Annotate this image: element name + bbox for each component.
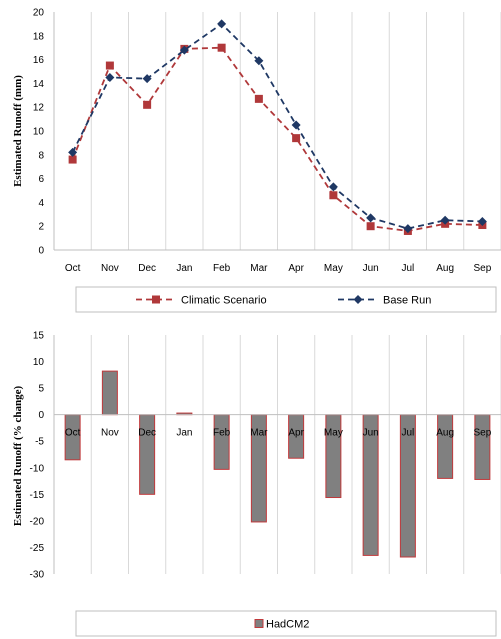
- bar-chart: Estimated Runoff (% change) -30 -25 -20 -15…: [12, 331, 501, 637]
- bar-chart-x-tick-label: Jan: [176, 428, 192, 439]
- base-run-point: [440, 215, 450, 225]
- base-run-point: [179, 45, 189, 55]
- legend-base-run-marker: [353, 295, 363, 304]
- bar-chart-x-tick-label: Jun: [363, 428, 379, 439]
- climatic-scenario-point: [143, 100, 152, 109]
- base-run-point: [254, 56, 264, 66]
- bar-chart-y-tick-label: -5: [35, 437, 44, 448]
- line-chart-y-tick-label: 8: [38, 150, 44, 161]
- climatic-scenario-point: [366, 222, 375, 231]
- line-chart-x-tick-label: Jan: [176, 263, 192, 274]
- bar-chart-ylabel: Estimated Runoff (% change): [12, 386, 24, 527]
- line-chart-x-tick-label: Feb: [213, 263, 231, 274]
- climatic-scenario-point: [254, 94, 263, 103]
- legend-climatic-scenario-label: Climatic Scenario: [181, 295, 267, 307]
- line-chart-y-tick-label: 16: [33, 55, 45, 66]
- bar-chart-y-tick-label: -25: [30, 543, 45, 554]
- bar-chart-x-tick-label: Feb: [213, 428, 231, 439]
- bar-chart-y-tick-label: -20: [30, 516, 45, 527]
- base-run-point: [291, 120, 301, 130]
- line-chart-x-tick-label: Nov: [101, 263, 119, 274]
- legend-hadcm2-label: HadCM2: [266, 619, 309, 631]
- line-chart-y-tick-label: 14: [33, 79, 45, 90]
- climatic-scenario-point: [68, 155, 77, 164]
- bar-chart-y-tick-label: 15: [33, 331, 45, 342]
- legend-hadcm2-swatch: [254, 619, 264, 628]
- climatic-scenario-point: [292, 134, 301, 143]
- bar-chart-x-tick-label: May: [324, 428, 343, 439]
- bar-sep: [474, 414, 491, 480]
- line-chart-x-ticks: Oct Nov Dec Jan Feb Mar Apr May Jun Jul Aug Sep: [65, 263, 492, 274]
- line-chart: Estimated Runoff (mm) 02468101214161820 …: [12, 8, 501, 313]
- line-chart-x-tick-label: Dec: [138, 263, 156, 274]
- line-chart-x-tick-label: Apr: [288, 263, 304, 274]
- base-run-point: [328, 182, 338, 192]
- line-chart-x-tick-label: Sep: [473, 263, 491, 274]
- line-chart-gridlines: [53, 12, 501, 251]
- line-chart-x-tick-label: Mar: [250, 263, 268, 274]
- bar-nov: [101, 370, 118, 416]
- base-run-point: [105, 72, 115, 82]
- bar-chart-y-tick-label: 0: [38, 410, 44, 421]
- line-chart-y-ticks: 0 2 4 6 8 10 12 14 16 18 20: [33, 8, 45, 257]
- base-run-point: [68, 147, 78, 157]
- bar-chart-bars: [54, 370, 501, 558]
- legend-climatic-scenario-marker: [152, 295, 160, 304]
- bar-chart-x-tick-label: Oct: [65, 428, 81, 439]
- bar-chart-x-tick-label: Sep: [473, 428, 491, 439]
- line-chart-y-tick-label: 0: [38, 246, 44, 257]
- line-chart-x-tick-label: Aug: [436, 263, 454, 274]
- bar-chart-y-tick-label: -30: [30, 570, 45, 581]
- line-chart-y-tick-label: 12: [33, 103, 45, 114]
- base-run-point: [142, 74, 152, 84]
- bar-chart-gridlines: [53, 335, 501, 574]
- base-run-point: [477, 216, 487, 226]
- bar-chart-x-tick-label: Nov: [101, 428, 119, 439]
- bar-chart-y-tick-label: -10: [30, 463, 45, 474]
- bar-feb: [213, 414, 230, 470]
- line-chart-y-tick-label: 18: [33, 31, 45, 42]
- climatic-scenario-point: [217, 43, 226, 52]
- bar-chart-x-tick-label: Dec: [138, 428, 156, 439]
- line-chart-ylabel: Estimated Runoff (mm): [12, 75, 24, 187]
- line-chart-x-tick-label: Jun: [363, 263, 379, 274]
- bar-chart-x-ticks: Oct Nov Dec Jan Feb Mar Apr May Jun Jul Aug Sep: [65, 428, 492, 439]
- legend-base-run-label: Base Run: [383, 295, 431, 307]
- line-chart-y-tick-label: 6: [38, 174, 44, 185]
- line-chart-x-tick-label: Oct: [65, 263, 81, 274]
- bar-dec: [139, 414, 156, 495]
- line-chart-y-tick-label: 10: [33, 127, 45, 138]
- bar-chart-y-tick-label: 10: [33, 357, 45, 368]
- line-chart-y-tick-label: 2: [38, 222, 44, 233]
- bar-chart-x-tick-label: Jul: [401, 428, 414, 439]
- bar-chart-x-tick-label: Mar: [250, 428, 268, 439]
- line-chart-y-tick-label: 4: [38, 198, 44, 209]
- bar-chart-y-tick-label: -15: [30, 490, 45, 501]
- bar-chart-x-tick-label: Apr: [288, 428, 304, 439]
- base-run-point: [217, 19, 227, 29]
- base-run-point: [403, 224, 413, 234]
- bar-chart-y-ticks: -30 -25 -20 -15 -10 -5 0 5 10 15: [30, 331, 45, 581]
- series-line-base-run: [71, 22, 483, 230]
- bar-chart-legend-box: [75, 610, 497, 637]
- climatic-scenario-point: [329, 191, 338, 200]
- line-chart-x-tick-label: Jul: [401, 263, 414, 274]
- climatic-scenario-point: [105, 61, 114, 70]
- line-chart-x-tick-label: May: [324, 263, 343, 274]
- line-chart-legend: Climatic Scenario Base Run: [75, 286, 497, 313]
- bar-chart-x-tick-label: Aug: [436, 428, 454, 439]
- bar-chart-legend: HadCM2: [75, 610, 497, 637]
- line-chart-series: [68, 19, 487, 235]
- base-run-point: [366, 213, 376, 223]
- bar-chart-y-tick-label: 5: [38, 384, 44, 395]
- line-chart-y-tick-label: 20: [33, 8, 45, 19]
- bar-aug: [437, 414, 454, 479]
- series-line-climatic-scenario: [71, 46, 483, 232]
